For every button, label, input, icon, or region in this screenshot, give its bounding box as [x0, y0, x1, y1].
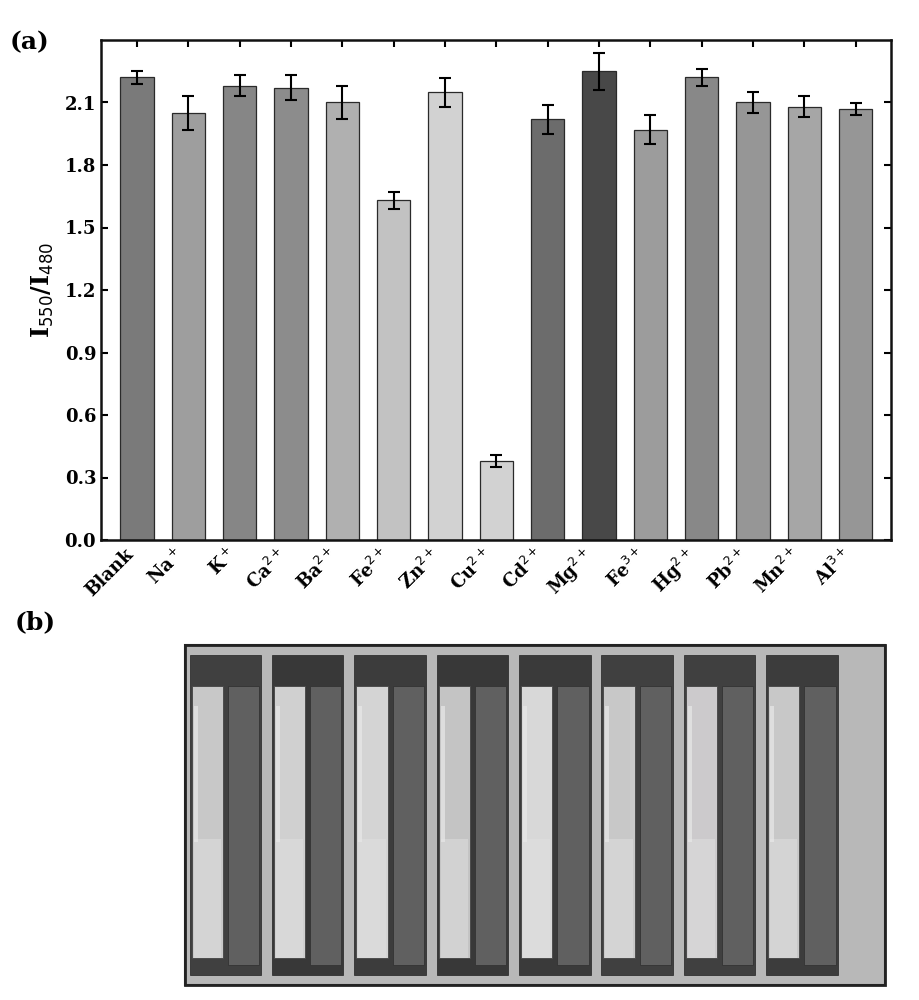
Bar	[770, 706, 774, 842]
Bar	[191, 686, 223, 958]
Bar	[357, 686, 388, 958]
Bar	[325, 103, 359, 540]
Bar	[766, 655, 837, 975]
Bar	[276, 706, 280, 842]
Bar	[438, 686, 470, 958]
Bar	[839, 109, 872, 540]
Bar	[274, 88, 308, 540]
Bar	[480, 461, 513, 540]
Bar	[736, 103, 769, 540]
Bar	[523, 706, 527, 842]
Bar	[804, 686, 835, 965]
Bar	[274, 686, 305, 958]
Bar	[440, 706, 445, 842]
Bar	[377, 200, 410, 540]
Bar	[358, 706, 362, 842]
Bar	[276, 839, 303, 958]
Bar	[194, 839, 221, 958]
Bar	[311, 686, 342, 965]
Bar	[687, 706, 692, 842]
Bar	[687, 839, 715, 958]
Bar	[185, 645, 885, 985]
Bar	[523, 839, 550, 958]
Bar	[583, 71, 616, 540]
Bar	[185, 645, 885, 985]
Bar	[606, 839, 632, 958]
Bar	[685, 78, 719, 540]
Bar	[640, 686, 671, 965]
Bar	[475, 686, 506, 965]
Bar	[223, 86, 256, 540]
Bar	[519, 655, 591, 975]
Bar	[172, 113, 205, 540]
Bar	[189, 655, 261, 975]
Bar	[686, 686, 717, 958]
Bar	[392, 686, 424, 965]
Text: (a): (a)	[9, 30, 49, 54]
Bar	[601, 655, 673, 975]
Bar	[228, 686, 259, 965]
Bar	[355, 655, 425, 975]
Bar	[768, 686, 800, 958]
Bar	[722, 686, 754, 965]
Bar	[194, 706, 198, 842]
Bar	[788, 107, 821, 540]
Bar	[272, 655, 344, 975]
Bar	[531, 119, 564, 540]
Bar	[428, 92, 461, 540]
Y-axis label: I$_{550}$/I$_{480}$: I$_{550}$/I$_{480}$	[30, 242, 56, 338]
Bar	[358, 839, 386, 958]
Bar	[120, 78, 153, 540]
Bar	[440, 839, 468, 958]
Bar	[521, 686, 552, 958]
Bar	[604, 686, 635, 958]
Bar	[437, 655, 508, 975]
Text: (b): (b)	[15, 610, 56, 634]
Bar	[633, 130, 667, 540]
Bar	[684, 655, 755, 975]
Bar	[606, 706, 609, 842]
Bar	[557, 686, 588, 965]
Bar	[770, 839, 798, 958]
